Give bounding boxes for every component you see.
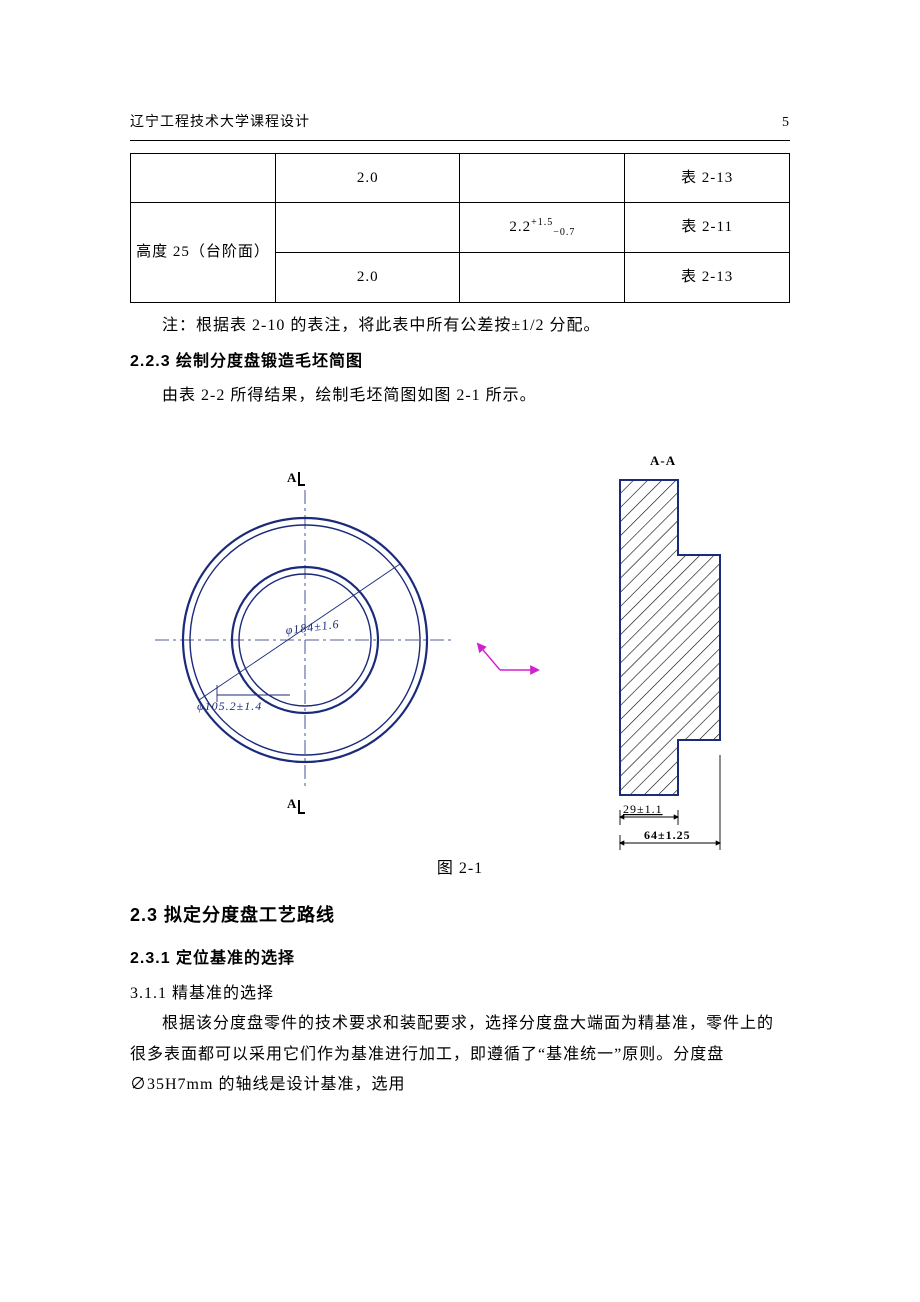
cell	[131, 153, 276, 203]
tolerance-table: 2.0 表 2-13 高度 25（台阶面） 2.2+1.5−0.7 表 2-11…	[130, 153, 790, 303]
subnum-311: 3.1.1 精基准的选择	[130, 979, 790, 1009]
heading-223: 2.2.3 绘制分度盘锻造毛坯简图	[130, 347, 790, 377]
heading-231: 2.3.1 定位基准的选择	[130, 944, 790, 974]
cell: 表 2-11	[625, 203, 790, 253]
tol-sup: +1.5	[531, 217, 553, 228]
page-number: 5	[782, 110, 790, 137]
tol-sub: −0.7	[553, 227, 575, 238]
cell: 表 2-13	[625, 153, 790, 203]
body-231: 根据该分度盘零件的技术要求和装配要求，选择分度盘大端面为精基准，零件上的很多表面…	[130, 1009, 790, 1100]
dim-outer: φ184±1.6	[285, 616, 341, 637]
body-223: 由表 2-2 所得结果，绘制毛坯简图如图 2-1 所示。	[130, 381, 790, 411]
cell	[460, 153, 625, 203]
cell: 表 2-13	[625, 253, 790, 303]
header-left: 辽宁工程技术大学课程设计	[130, 110, 310, 137]
cell	[460, 253, 625, 303]
page-header: 辽宁工程技术大学课程设计 5	[130, 110, 790, 141]
section-label-A2: A	[287, 796, 297, 811]
figure-2-1: φ184±1.6 φ105.2±1.4 A A A-A 29±1.1	[130, 430, 790, 850]
table-note: 注：根据表 2-10 的表注，将此表中所有公差按±1/2 分配。	[130, 311, 790, 341]
heading-23: 2.3 拟定分度盘工艺路线	[130, 898, 790, 932]
cell: 2.0	[275, 153, 460, 203]
section-view: A-A 29±1.1 64±1.25	[620, 453, 720, 850]
figure-svg: φ184±1.6 φ105.2±1.4 A A A-A 29±1.1	[130, 430, 790, 850]
cell	[275, 203, 460, 253]
dim-29: 29±1.1	[623, 802, 663, 816]
dim-64: 64±1.25	[644, 828, 691, 842]
dim-inner: φ105.2±1.4	[197, 699, 262, 713]
tol-base: 2.2	[509, 219, 531, 235]
section-title: A-A	[650, 453, 676, 468]
figure-caption: 图 2-1	[130, 854, 790, 884]
table-row: 2.0 表 2-13	[131, 153, 790, 203]
cell: 高度 25（台阶面）	[131, 203, 276, 303]
top-view: φ184±1.6 φ105.2±1.4 A A	[155, 470, 455, 813]
section-label-A1: A	[287, 470, 297, 485]
direction-arrow-icon	[478, 644, 538, 670]
table-row: 高度 25（台阶面） 2.2+1.5−0.7 表 2-11	[131, 203, 790, 253]
cell: 2.0	[275, 253, 460, 303]
cell: 2.2+1.5−0.7	[460, 203, 625, 253]
